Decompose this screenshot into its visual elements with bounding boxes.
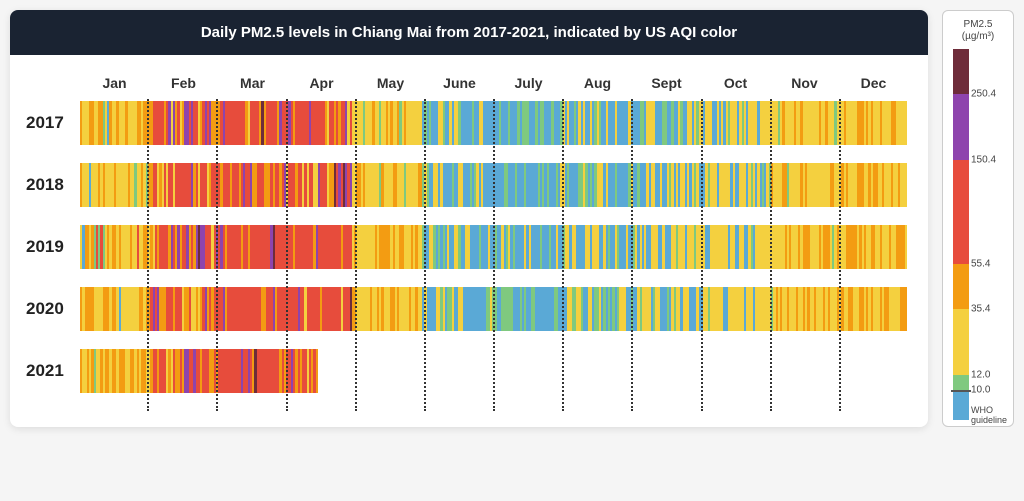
year-row: 2017	[18, 101, 908, 145]
legend-ticks: 250.4150.455.435.412.010.0WHOguideline	[969, 49, 1007, 420]
month-label: Jan	[80, 75, 149, 101]
month-label: Mar	[218, 75, 287, 101]
month-label: Sept	[632, 75, 701, 101]
legend-segment	[953, 264, 969, 309]
legend-segment	[953, 309, 969, 376]
legend-scale: 250.4150.455.435.412.010.0WHOguideline	[949, 49, 1007, 420]
legend-title-line2: (µg/m³)	[949, 31, 1007, 43]
year-bars	[80, 225, 908, 269]
year-row: 2021	[18, 349, 908, 393]
who-guideline-line	[951, 390, 971, 392]
year-row: 2018	[18, 163, 908, 207]
day-bar	[905, 101, 907, 145]
legend-segment	[953, 375, 969, 390]
year-label: 2020	[18, 299, 80, 319]
month-label: Aug	[563, 75, 632, 101]
year-label: 2021	[18, 361, 80, 381]
legend-tick: 35.4	[971, 303, 990, 314]
legend-segment	[953, 390, 969, 420]
day-bar	[905, 225, 907, 269]
month-label: July	[494, 75, 563, 101]
year-row: 2019	[18, 225, 908, 269]
legend-gradient	[953, 49, 969, 420]
year-bars	[80, 349, 908, 393]
chart-card: Daily PM2.5 levels in Chiang Mai from 20…	[10, 10, 928, 427]
legend: PM2.5 (µg/m³) 250.4 150.4 55.4 35.4 12.0 10.0…	[942, 10, 1014, 427]
month-axis: JanFebMarAprMayJuneJulyAugSeptOctNovDec	[80, 75, 908, 101]
legend-title-line1: PM2.5	[949, 19, 1007, 31]
legend-segment	[953, 160, 969, 264]
month-label: May	[356, 75, 425, 101]
who-guideline-label: WHOguideline	[971, 406, 1007, 426]
chart-title: Daily PM2.5 levels in Chiang Mai from 20…	[10, 10, 928, 55]
year-bars	[80, 101, 908, 145]
legend-title: PM2.5 (µg/m³)	[949, 19, 1007, 43]
month-label: Oct	[701, 75, 770, 101]
legend-tick: 10.0	[971, 385, 990, 396]
month-label: Dec	[839, 75, 908, 101]
day-bar	[905, 163, 907, 207]
legend-tick: 250.4	[971, 88, 996, 99]
month-label: Feb	[149, 75, 218, 101]
year-label: 2019	[18, 237, 80, 257]
year-bars	[80, 163, 908, 207]
month-label: Nov	[770, 75, 839, 101]
legend-segment	[953, 49, 969, 94]
years-container: 2017 2018 2019 2020 2021	[18, 101, 908, 393]
year-row: 2020	[18, 287, 908, 331]
legend-tick: 150.4	[971, 155, 996, 166]
day-bar	[905, 287, 907, 331]
year-label: 2018	[18, 175, 80, 195]
chart-container: Daily PM2.5 levels in Chiang Mai from 20…	[10, 10, 1014, 427]
day-bar	[905, 349, 907, 393]
month-label: June	[425, 75, 494, 101]
year-label: 2017	[18, 113, 80, 133]
month-label: Apr	[287, 75, 356, 101]
legend-segment	[953, 94, 969, 161]
chart-body: JanFebMarAprMayJuneJulyAugSeptOctNovDec …	[10, 55, 928, 427]
legend-tick: 12.0	[971, 370, 990, 381]
year-bars	[80, 287, 908, 331]
legend-tick: 55.4	[971, 259, 990, 270]
